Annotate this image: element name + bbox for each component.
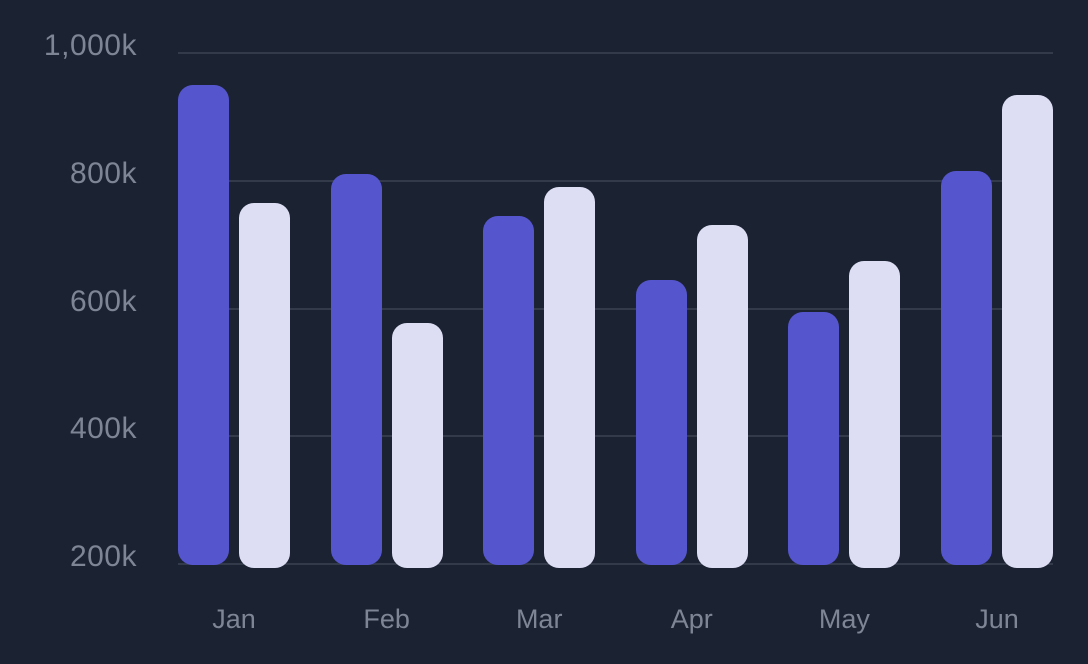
bar-series-2-lavender-apr[interactable] [696, 225, 748, 568]
bar-series-2-lavender-mar[interactable] [544, 187, 596, 568]
bar-series-2-lavender-may[interactable] [849, 260, 901, 568]
bar-series-1-purple-may[interactable] [788, 311, 840, 565]
y-axis-tick-label: 200k [69, 540, 137, 573]
x-axis-label-apr: Apr [670, 604, 713, 634]
bar-series-1-purple-jun[interactable] [941, 171, 992, 565]
gridline-400k [178, 435, 1053, 438]
y-axis-tick-label: 800k [69, 156, 137, 190]
x-axis-label-mar: Mar [515, 604, 563, 634]
bar-series-1-purple-mar[interactable] [483, 215, 535, 565]
bar-series-2-lavender-feb[interactable] [391, 323, 443, 568]
x-axis-label-jun: Jun [975, 604, 1019, 634]
x-axis-label-feb: Feb [363, 604, 410, 634]
gridline-600k [178, 307, 1053, 310]
bar-series-2-lavender-jun[interactable] [1002, 94, 1053, 568]
gridline-800k [178, 179, 1053, 182]
bar-series-1-purple-feb[interactable] [330, 174, 382, 565]
x-axis-label-may: May [818, 604, 870, 634]
bar-series-1-purple-jan[interactable] [178, 84, 229, 565]
gridline-1000k [178, 52, 1053, 54]
y-axis-tick-label: 400k [69, 412, 137, 446]
y-axis-tick-label: 1,000k [43, 29, 137, 62]
bar-series-1-purple-apr[interactable] [635, 279, 687, 565]
y-axis-tick-label: 600k [69, 284, 137, 318]
x-axis-label-jan: Jan [212, 604, 256, 634]
gridline-200k [178, 563, 1053, 565]
bar-series-2-lavender-jan[interactable] [239, 203, 290, 568]
